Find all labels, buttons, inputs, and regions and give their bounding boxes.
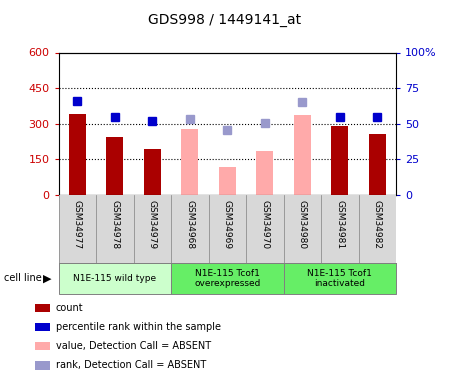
Bar xyxy=(256,151,273,195)
Bar xyxy=(35,303,50,312)
Bar xyxy=(284,262,396,294)
Bar xyxy=(69,114,86,195)
Text: GSM34968: GSM34968 xyxy=(185,200,194,249)
Text: GSM34970: GSM34970 xyxy=(260,200,269,249)
Bar xyxy=(35,323,50,331)
Bar xyxy=(106,137,123,195)
Bar xyxy=(144,149,161,195)
Text: GDS998 / 1449141_at: GDS998 / 1449141_at xyxy=(148,13,302,27)
Bar xyxy=(35,342,50,350)
Text: count: count xyxy=(56,303,84,313)
Bar xyxy=(294,116,310,195)
Bar xyxy=(171,262,284,294)
Bar xyxy=(35,361,50,370)
Text: GSM34982: GSM34982 xyxy=(373,200,382,249)
Text: GSM34978: GSM34978 xyxy=(110,200,119,249)
Text: N1E-115 Tcof1
overexpressed: N1E-115 Tcof1 overexpressed xyxy=(194,269,261,288)
Text: N1E-115 Tcof1
inactivated: N1E-115 Tcof1 inactivated xyxy=(307,269,372,288)
Bar xyxy=(219,166,236,195)
Text: GSM34969: GSM34969 xyxy=(223,200,232,249)
Text: cell line: cell line xyxy=(4,273,42,284)
Bar xyxy=(58,262,171,294)
Text: value, Detection Call = ABSENT: value, Detection Call = ABSENT xyxy=(56,341,211,351)
Text: GSM34980: GSM34980 xyxy=(298,200,307,249)
Text: N1E-115 wild type: N1E-115 wild type xyxy=(73,274,156,283)
Text: GSM34979: GSM34979 xyxy=(148,200,157,249)
Text: rank, Detection Call = ABSENT: rank, Detection Call = ABSENT xyxy=(56,360,206,370)
Bar xyxy=(369,135,386,195)
Text: GSM34977: GSM34977 xyxy=(73,200,82,249)
Text: percentile rank within the sample: percentile rank within the sample xyxy=(56,322,221,332)
Text: ▶: ▶ xyxy=(43,273,51,284)
Bar xyxy=(181,129,198,195)
Text: GSM34981: GSM34981 xyxy=(335,200,344,249)
Bar xyxy=(331,126,348,195)
